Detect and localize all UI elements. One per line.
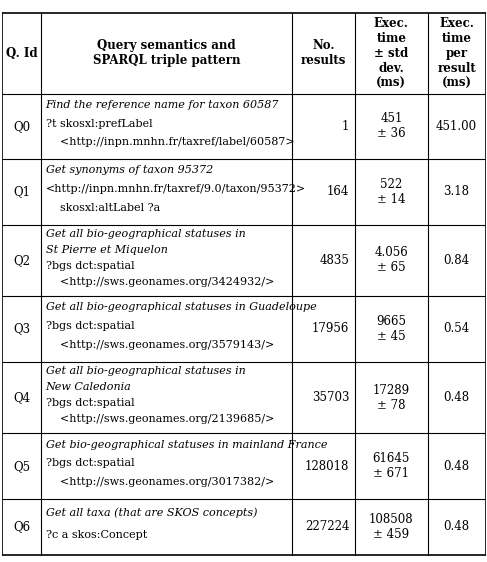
Text: Q4: Q4 bbox=[13, 391, 30, 404]
Text: 227224: 227224 bbox=[305, 520, 349, 533]
Text: <http://sws.geonames.org/3579143/>: <http://sws.geonames.org/3579143/> bbox=[46, 340, 274, 350]
Text: 522
± 14: 522 ± 14 bbox=[377, 178, 406, 206]
Text: 4.056
± 65: 4.056 ± 65 bbox=[375, 246, 408, 274]
Text: Get bio-geographical statuses in mainland France: Get bio-geographical statuses in mainlan… bbox=[46, 439, 327, 450]
Text: 0.48: 0.48 bbox=[444, 460, 469, 473]
Text: ?bgs dct:spatial: ?bgs dct:spatial bbox=[46, 321, 134, 331]
Text: <http://sws.geonames.org/3424932/>: <http://sws.geonames.org/3424932/> bbox=[46, 277, 274, 287]
Text: 0.48: 0.48 bbox=[444, 520, 469, 533]
Text: ?bgs dct:spatial: ?bgs dct:spatial bbox=[46, 261, 134, 271]
Text: 0.48: 0.48 bbox=[444, 391, 469, 404]
Text: Q2: Q2 bbox=[13, 254, 30, 267]
Text: 0.84: 0.84 bbox=[444, 254, 469, 267]
Text: 108508
± 459: 108508 ± 459 bbox=[369, 513, 413, 541]
Text: <http://inpn.mnhn.fr/taxref/9.0/taxon/95372>: <http://inpn.mnhn.fr/taxref/9.0/taxon/95… bbox=[46, 184, 306, 194]
Text: Q0: Q0 bbox=[13, 120, 30, 133]
Text: ?bgs dct:spatial: ?bgs dct:spatial bbox=[46, 398, 134, 408]
Text: Find the reference name for taxon 60587: Find the reference name for taxon 60587 bbox=[46, 100, 279, 110]
Text: ?c a skos:Concept: ?c a skos:Concept bbox=[46, 530, 147, 540]
Text: No.
results: No. results bbox=[301, 39, 346, 67]
Text: Get all taxa (that are SKOS concepts): Get all taxa (that are SKOS concepts) bbox=[46, 507, 257, 518]
Text: <http://sws.geonames.org/3017382/>: <http://sws.geonames.org/3017382/> bbox=[46, 477, 274, 487]
Text: <http://inpn.mnhn.fr/taxref/label/60587>: <http://inpn.mnhn.fr/taxref/label/60587> bbox=[46, 137, 294, 147]
Text: Q3: Q3 bbox=[13, 323, 30, 336]
Text: New Caledonia: New Caledonia bbox=[46, 382, 131, 392]
Text: <http://sws.geonames.org/2139685/>: <http://sws.geonames.org/2139685/> bbox=[46, 414, 274, 424]
Text: Q5: Q5 bbox=[13, 460, 30, 473]
Text: St Pierre et Miquelon: St Pierre et Miquelon bbox=[46, 245, 168, 255]
Text: 451
± 36: 451 ± 36 bbox=[377, 112, 406, 140]
Text: 61645
± 671: 61645 ± 671 bbox=[373, 452, 410, 480]
Text: 4835: 4835 bbox=[319, 254, 349, 267]
Text: Q. Id: Q. Id bbox=[6, 47, 37, 60]
Text: 17289
± 78: 17289 ± 78 bbox=[373, 384, 410, 411]
Text: 128018: 128018 bbox=[305, 460, 349, 473]
Text: Get all bio-geographical statuses in Guadeloupe: Get all bio-geographical statuses in Gua… bbox=[46, 302, 317, 312]
Text: skosxl:altLabel ?a: skosxl:altLabel ?a bbox=[46, 203, 160, 213]
Text: ?t skosxl:prefLabel: ?t skosxl:prefLabel bbox=[46, 119, 152, 129]
Text: Exec.
time
± std
dev.
(ms): Exec. time ± std dev. (ms) bbox=[374, 17, 409, 89]
Text: ?bgs dct:spatial: ?bgs dct:spatial bbox=[46, 459, 134, 468]
Text: 164: 164 bbox=[327, 185, 349, 198]
Text: 35703: 35703 bbox=[312, 391, 349, 404]
Text: 9665
± 45: 9665 ± 45 bbox=[376, 315, 406, 343]
Text: 3.18: 3.18 bbox=[444, 185, 469, 198]
Text: 451.00: 451.00 bbox=[436, 120, 477, 133]
Text: Get synonyms of taxon 95372: Get synonyms of taxon 95372 bbox=[46, 165, 213, 175]
Text: Q6: Q6 bbox=[13, 520, 30, 533]
Text: 0.54: 0.54 bbox=[444, 323, 470, 336]
Text: Q1: Q1 bbox=[13, 185, 30, 198]
Text: Exec.
time
per
result
(ms): Exec. time per result (ms) bbox=[437, 17, 476, 89]
Text: Query semantics and
SPARQL triple pattern: Query semantics and SPARQL triple patter… bbox=[93, 39, 240, 67]
Text: 1: 1 bbox=[342, 120, 349, 133]
Text: 17956: 17956 bbox=[312, 323, 349, 336]
Text: Get all bio-geographical statuses in: Get all bio-geographical statuses in bbox=[46, 229, 245, 239]
Text: Get all bio-geographical statuses in: Get all bio-geographical statuses in bbox=[46, 366, 245, 377]
